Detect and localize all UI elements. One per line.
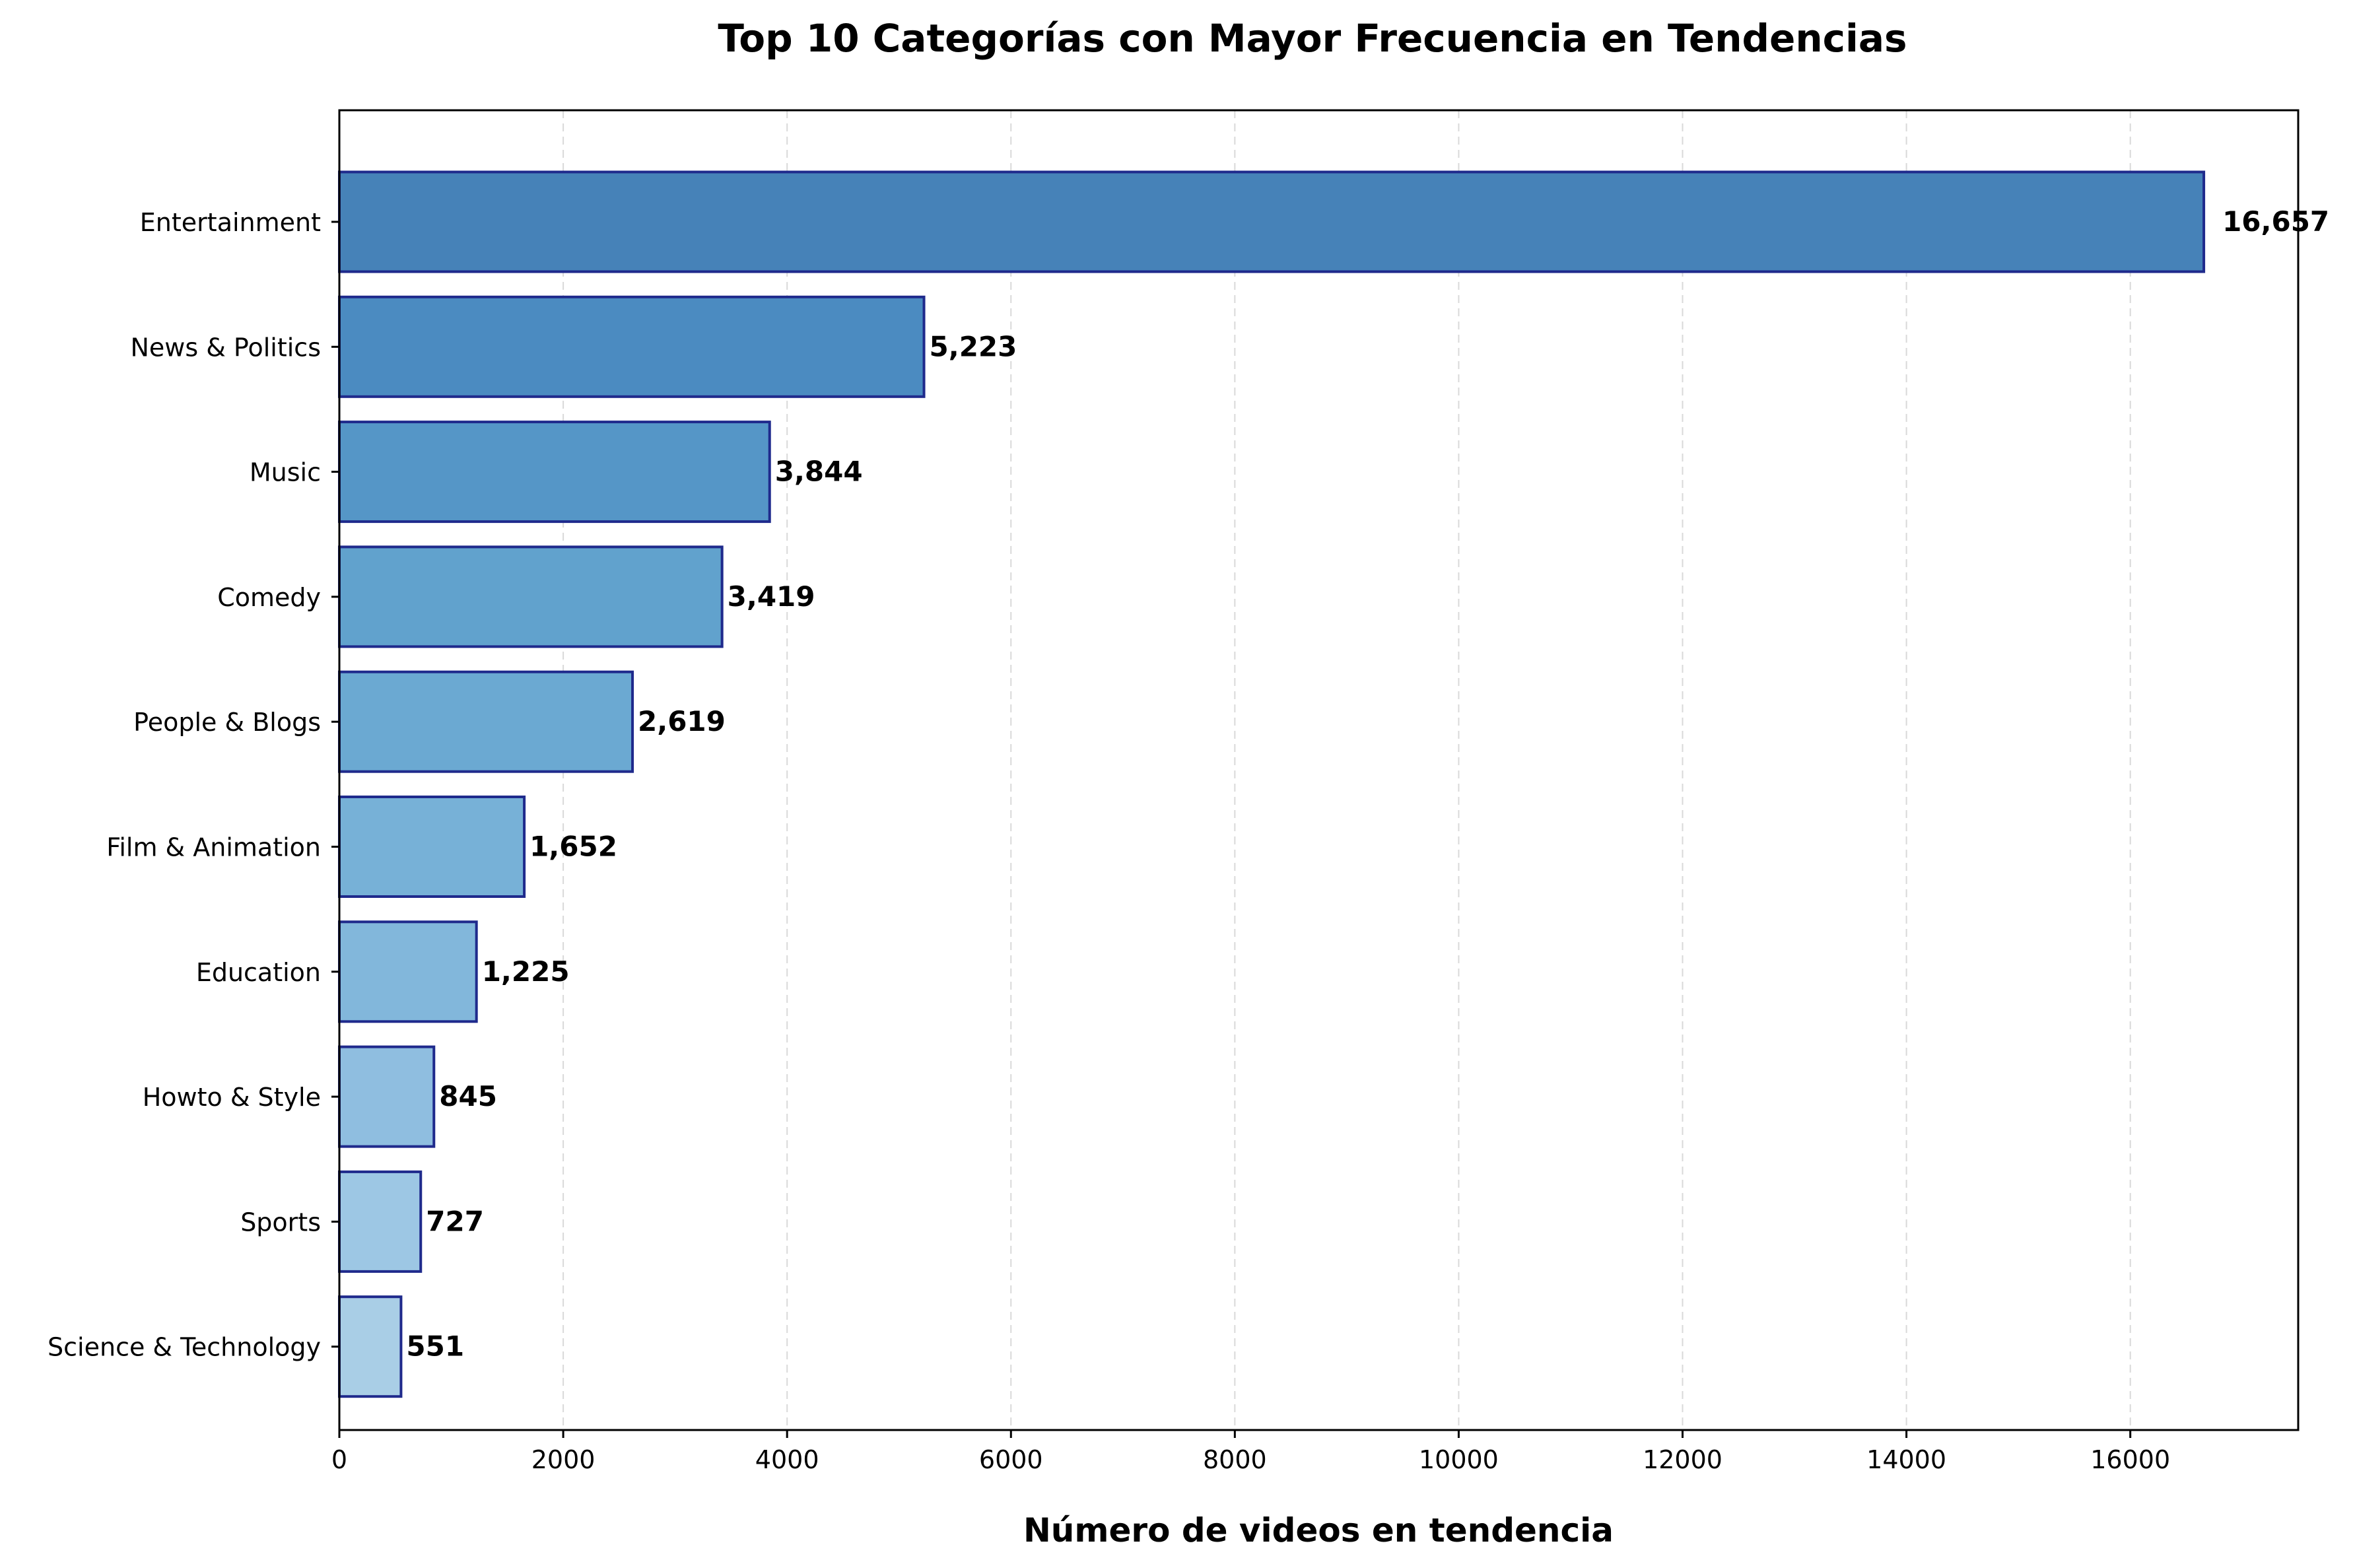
x-tick-label: 2000 (531, 1445, 596, 1474)
data-label: 845 (439, 1080, 497, 1112)
y-tick-label: Sports (240, 1208, 321, 1237)
bar (338, 920, 478, 1023)
data-label: 16,657 (2222, 205, 2329, 238)
bar (338, 1045, 436, 1148)
data-label: 1,225 (482, 955, 570, 988)
data-label: 5,223 (930, 330, 1017, 362)
bar (338, 295, 926, 398)
y-tick-label: Howto & Style (143, 1083, 321, 1112)
x-axis: 0 2000 4000 6000 8000 10000 12000 14000 16000 (331, 1430, 2170, 1474)
y-tick-label: Music (250, 458, 321, 487)
y-tick-label: News & Politics (130, 333, 321, 362)
bar (338, 421, 771, 524)
data-label: 2,619 (638, 705, 726, 737)
x-tick-label: 10000 (1419, 1445, 1499, 1474)
bar (338, 170, 2206, 273)
chart-title: Top 10 Categorías con Mayor Frecuencia e… (718, 16, 1907, 61)
data-label: 1,652 (529, 831, 617, 863)
y-axis: Entertainment News & Politics Music Comedy P… (48, 208, 339, 1362)
data-label: 3,419 (728, 580, 815, 613)
y-tick-label: Education (196, 958, 321, 987)
y-tick-label: Entertainment (140, 208, 321, 237)
x-tick-label: 16000 (2090, 1445, 2170, 1474)
x-tick-label: 14000 (1866, 1445, 1946, 1474)
data-label: 3,844 (775, 456, 863, 488)
bars (338, 170, 2206, 1398)
bar (338, 670, 634, 773)
x-tick-label: 12000 (1643, 1445, 1722, 1474)
y-tick-label: People & Blogs (133, 708, 321, 737)
plot-frame (338, 109, 2300, 1431)
bar (338, 545, 724, 648)
bar (338, 796, 526, 898)
bar (338, 1170, 423, 1273)
y-tick-label: Film & Animation (106, 833, 321, 862)
x-tick-label: 6000 (979, 1445, 1043, 1474)
x-tick-label: 8000 (1203, 1445, 1267, 1474)
x-tick-label: 4000 (755, 1445, 819, 1474)
data-labels: 16,657 5,223 3,844 3,419 2,619 1,652 1,225 845 7… (406, 205, 2329, 1363)
data-label: 727 (426, 1205, 484, 1237)
y-tick-label: Comedy (217, 583, 321, 612)
y-tick-label: Science & Technology (48, 1333, 321, 1362)
x-tick-label: 0 (331, 1445, 347, 1474)
data-label: 551 (406, 1330, 464, 1363)
x-axis-title: Número de videos en tendencia (1023, 1511, 1614, 1550)
bar (338, 1295, 403, 1398)
